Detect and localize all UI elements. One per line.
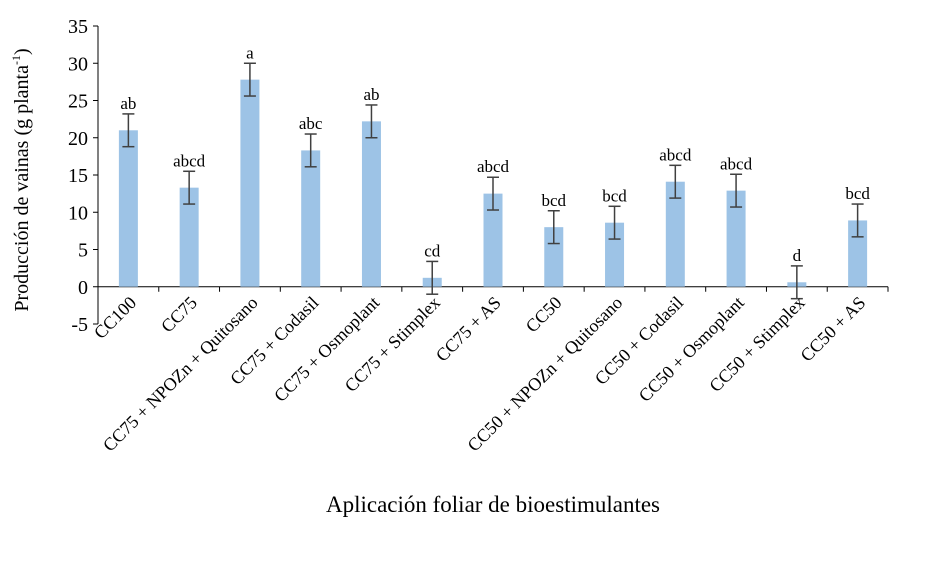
x-tick-label: CC75 + Osmoplant: [270, 292, 383, 405]
bar: [361, 121, 381, 287]
bar: [301, 150, 321, 287]
significance-letter: d: [793, 246, 802, 265]
error-bar: [243, 62, 256, 97]
x-tick-label: CC50 + AS: [796, 292, 869, 365]
error-bar: [426, 260, 439, 295]
significance-letter: abc: [299, 114, 323, 133]
x-tick-label: CC75: [157, 292, 201, 336]
x-axis-label: Aplicación foliar de bioestimulantes: [326, 492, 660, 517]
significance-letter: bcd: [845, 184, 870, 203]
y-tick-label: 10: [68, 202, 88, 224]
significance-letter: abcd: [173, 151, 206, 170]
bar: [665, 181, 685, 287]
significance-letter: bcd: [602, 186, 627, 205]
bar: [179, 187, 199, 287]
x-axis: [97, 286, 889, 292]
x-tick-label: CC50 + Osmoplant: [635, 292, 748, 405]
y-axis: -5 0 5 10 15 20 25 30 35: [68, 16, 99, 336]
y-tick-label: 15: [68, 165, 88, 187]
y-tick-label: 0: [78, 277, 88, 299]
y-tick-label: 35: [68, 16, 88, 38]
error-bar: [183, 170, 196, 205]
significance-letter: abcd: [477, 157, 510, 176]
bar: [726, 190, 746, 287]
significance-letter: cd: [424, 241, 441, 260]
x-tick-label: CC50: [522, 292, 566, 336]
error-bar: [730, 173, 743, 208]
error-bar: [122, 113, 135, 148]
bar: [240, 79, 260, 287]
significance-letter: bcd: [541, 191, 566, 210]
y-axis-label-close: ): [11, 48, 33, 55]
significance-letter: abcd: [720, 154, 753, 173]
error-bar: [365, 104, 378, 139]
error-bar: [790, 265, 803, 300]
bar: [544, 227, 564, 287]
y-tick-label: 20: [68, 128, 88, 150]
error-bar: [487, 176, 499, 211]
significance-letter: abcd: [659, 145, 692, 164]
significance-letter: ab: [120, 94, 136, 113]
y-axis-label-sup: -1: [9, 55, 23, 65]
y-tick-label: 25: [68, 91, 88, 113]
error-bar: [547, 210, 560, 245]
x-tick-label: CC75 + AS: [432, 292, 505, 365]
y-tick-label: 5: [78, 240, 88, 262]
error-bar: [669, 164, 682, 199]
y-tick-label: -5: [71, 314, 88, 336]
error-bar: [304, 133, 317, 168]
y-axis-label-main: Producción de vainas (g planta: [11, 65, 33, 312]
bar: [118, 130, 138, 287]
error-bars: [122, 62, 864, 300]
y-axis-label: Producción de vainas (g planta-1): [9, 48, 33, 311]
y-tick-label: 30: [68, 53, 88, 75]
significance-letter: ab: [363, 85, 379, 104]
bar: [483, 193, 503, 287]
error-bar: [608, 205, 621, 240]
error-bar: [851, 203, 864, 238]
significance-letter: a: [246, 43, 254, 62]
